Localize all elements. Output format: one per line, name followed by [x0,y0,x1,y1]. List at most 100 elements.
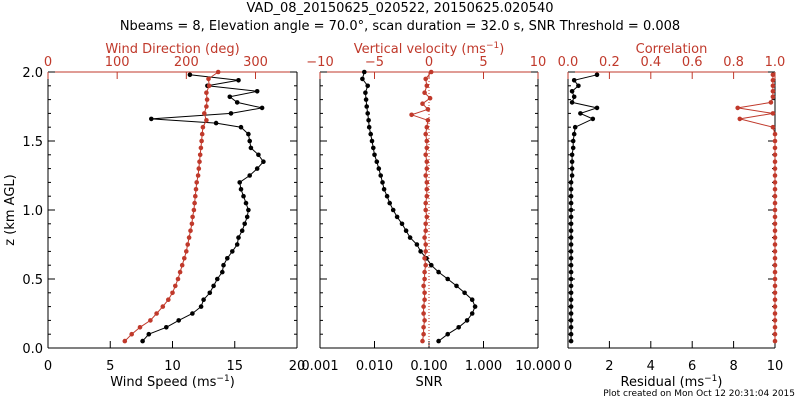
right-xtick-label-bottom: 2 [605,359,613,374]
left-series-red-point [193,193,198,199]
left-series-red-point [189,221,195,227]
right-xtick-label-bottom: 10 [767,359,784,374]
middle-series-red-point [409,112,414,118]
left-series-red-point [194,180,199,185]
middle-series-black-line [361,71,476,342]
middle-series-red-point [424,138,430,144]
right-xtick-label-top: 0.8 [723,55,744,70]
chart-subtitle: Nbeams = 8, Elevation angle = 70.0°, sca… [119,19,681,34]
left-series-black-point [220,269,225,275]
middle-series-red-point [423,228,429,233]
right-series-black-point [569,159,575,164]
right-series-black-point [568,290,574,296]
middle-series-red-point [420,338,425,344]
middle-series-red-point [425,118,431,123]
left-series-black-point [238,187,244,192]
right-series-black-point [568,283,574,289]
left-series-black-point [254,166,260,171]
left-series-black-point [236,78,241,83]
left-series-red-point [154,311,159,316]
left-series-black-point [201,297,206,303]
middle-series-black-point [456,325,462,330]
right-series-black-point [568,214,574,220]
left-series-black-point [246,207,251,213]
middle-series-black-point [366,124,372,130]
middle-series-red-point [424,166,430,171]
right-series-red-point [772,290,778,296]
middle-series-red-point [425,107,431,112]
middle-series-black-point [362,69,367,75]
middle-series-red-point [424,124,430,130]
middle-series-red-point [422,318,427,323]
middle-series-red-point [421,304,426,309]
right-series-red-point [772,338,778,344]
left-series-black-point [261,159,266,164]
right-series-black-point [568,200,574,206]
middle-series-black-point [454,283,459,289]
left-series-black-point [140,338,145,344]
middle-series-red-point [423,76,429,82]
right-series-black-point [568,255,574,261]
right-series-red-point [770,94,776,100]
left-series-red-point [175,276,181,282]
middle-series-black-point [376,166,382,171]
right-series-black-point [568,221,574,227]
middle-xtick-label-top: −10 [306,55,333,70]
middle-xtick-label-top: 0 [425,55,433,70]
right-series-red-point [772,173,778,178]
right-series-black-point [570,138,576,144]
middle-series-black-point [418,249,423,254]
middle-series-red-point [423,207,429,213]
left-series-red-point [122,338,128,344]
middle-series-black-point [407,235,413,240]
middle-series-black-point [472,304,478,309]
middle-series-red-point [422,290,427,296]
left-series-black-point [225,255,230,261]
left-series-red-point [166,297,171,303]
plot-footer: Plot created on Mon Oct 12 20:31:04 2015 [603,389,795,399]
right-xtick-label-top: 0.2 [599,55,620,70]
right-x-axis-label-top: Correlation [636,42,708,57]
right-series-black-point [568,249,574,254]
right-series-red-point [772,221,778,227]
left-series-black-point [246,131,251,137]
right-series-black-point [571,131,577,137]
ytick-label: 1.0 [22,204,43,219]
middle-series-black-point [462,290,467,296]
middle-series-red-point [421,325,426,330]
middle-series-black-point [363,90,368,95]
right-xtick-label-bottom: 8 [729,359,737,374]
middle-series-black-point [380,180,385,185]
left-xtick-label-top: 0 [44,55,52,70]
left-series-red-point [204,104,209,109]
left-series-red-point [193,187,199,192]
middle-series-black-point [403,228,409,233]
middle-series-red-point [422,297,427,303]
left-series-red-point [185,242,190,247]
right-series-red-point [770,83,776,89]
right-series-red-point [772,145,778,151]
middle-series-red-point [424,159,430,164]
middle-series-black-point [381,187,387,192]
right-series-red-point [772,200,778,206]
middle-series-black-point [436,269,441,275]
left-series-black-point [187,72,193,78]
middle-series-red-point [423,200,429,206]
left-series-red-point [191,207,197,213]
middle-series-black-point [369,138,375,144]
middle-series-black-point [365,83,371,89]
left-series-black-point [234,242,240,247]
right-series-black-point [568,262,574,268]
middle-series-red-point [424,193,430,199]
right-series-black-point [568,325,574,330]
right-xtick-label-top: 0.4 [640,55,661,70]
right-series-red-point [772,138,778,144]
middle-series-black-point [363,97,369,102]
right-series-red-point [770,72,776,78]
middle-series-black-point [429,262,434,268]
right-series-black-point [570,145,576,151]
right-series-black-point [578,111,583,116]
middle-x-axis-label-top: Vertical velocity (ms−1) [354,41,505,57]
left-series-black-point [259,105,265,111]
right-series-black-point [568,269,574,275]
